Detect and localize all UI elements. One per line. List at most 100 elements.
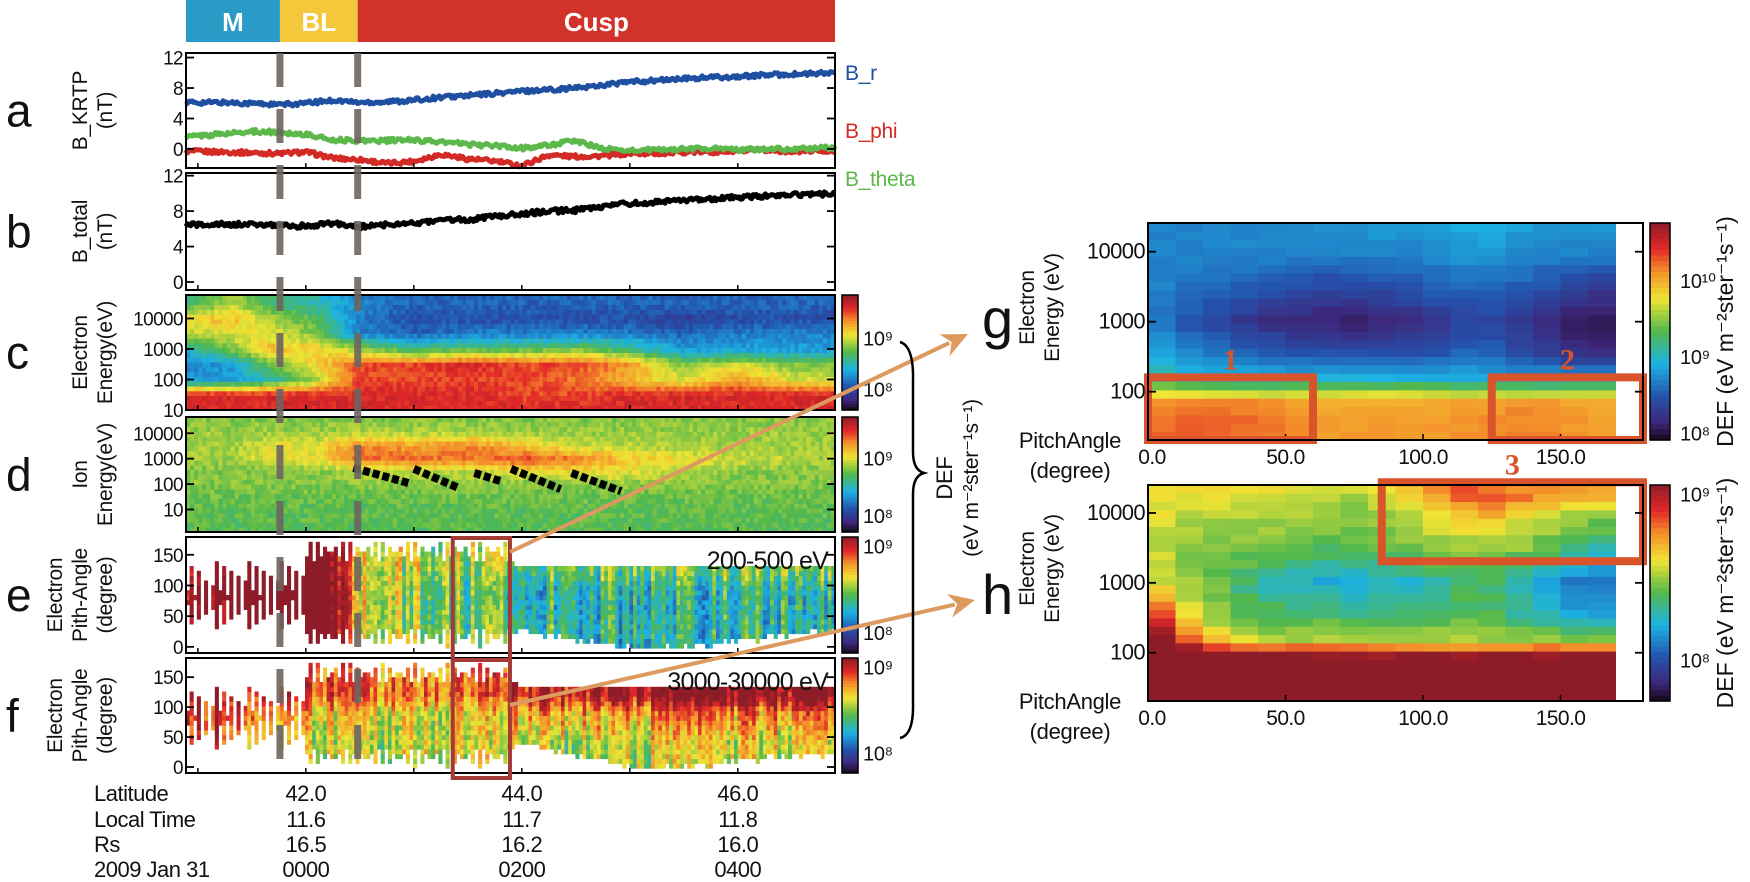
heatmap-cell: [583, 342, 589, 349]
heatmap-cell: [437, 386, 443, 392]
y-tick-label: 100: [153, 370, 183, 391]
heatmap-cell: [628, 352, 633, 358]
heatmap-cell: [474, 309, 479, 315]
heatmap-cell: [218, 517, 223, 523]
heatmap-cell: [648, 362, 653, 368]
heatmap-cell: [680, 347, 686, 353]
heatmap-cell: [388, 362, 394, 368]
heatmap-cell: [315, 522, 321, 528]
heatmap-cell: [538, 395, 544, 401]
heatmap-cell: [713, 314, 718, 320]
heatmap-cell: [465, 381, 471, 387]
heatmap-cell: [315, 512, 321, 519]
heatmap-cell: [786, 352, 791, 358]
heatmap-cell: [749, 309, 755, 315]
heatmap-cell: [684, 376, 690, 382]
heatmap-cell: [230, 464, 236, 471]
heatmap-cell: [222, 333, 228, 339]
heatmap-cell: [461, 323, 467, 330]
heatmap-cell: [567, 371, 572, 377]
heatmap-cell: [315, 527, 321, 533]
heatmap-cell: [806, 333, 812, 339]
heatmap-cell: [502, 362, 507, 368]
heatmap-cell: [250, 474, 256, 480]
heatmap-cell: [786, 323, 791, 330]
heatmap-cell: [218, 498, 223, 504]
heatmap-cell: [198, 417, 203, 423]
heatmap-cell: [616, 352, 621, 358]
heatmap-cell: [234, 357, 240, 363]
heatmap-cell: [543, 400, 548, 406]
heatmap-cell: [749, 366, 755, 373]
heatmap-cell: [295, 445, 301, 452]
heatmap-cell: [283, 512, 288, 519]
heatmap-cell: [206, 323, 211, 330]
heatmap-cell: [242, 488, 248, 495]
heatmap-cell: [680, 299, 686, 306]
heatmap-cell: [421, 328, 426, 334]
heatmap-cell: [684, 295, 690, 301]
heatmap-cell: [709, 400, 714, 406]
heatmap-cell: [810, 328, 816, 334]
heatmap-cell: [494, 333, 499, 339]
heatmap-cell: [356, 323, 361, 330]
heatmap-cell: [323, 395, 329, 401]
heatmap-cell: [567, 357, 572, 363]
heatmap-cell: [705, 309, 710, 315]
heatmap-cell: [672, 386, 678, 392]
heatmap-cell: [360, 304, 365, 310]
heatmap-cell: [676, 376, 682, 382]
heatmap-cell: [490, 366, 495, 373]
heatmap-cell: [311, 503, 317, 509]
colorbar-swatch: [842, 312, 858, 316]
heatmap-cell: [206, 338, 211, 344]
heatmap-cell: [802, 295, 808, 301]
heatmap-cell: [421, 362, 426, 368]
heatmap-cell: [340, 426, 345, 432]
heatmap-cell: [603, 366, 609, 373]
heatmap-cell: [388, 376, 394, 382]
heatmap-cell: [575, 295, 580, 301]
heatmap-cell: [242, 464, 248, 471]
heatmap-cell: [660, 347, 666, 353]
heatmap-cell: [766, 319, 771, 325]
heatmap-cell: [701, 400, 706, 406]
heatmap-cell: [332, 395, 337, 401]
heatmap-cell: [774, 400, 779, 406]
heatmap-cell: [230, 371, 236, 377]
heatmap-cell: [307, 362, 313, 368]
heatmap-cell: [226, 421, 232, 428]
heatmap-cell: [494, 295, 499, 301]
heatmap-cell: [206, 455, 211, 461]
heatmap-cell: [271, 357, 276, 363]
heatmap-cell: [684, 366, 690, 373]
heatmap-cell: [494, 304, 499, 310]
heatmap-cell: [307, 295, 313, 301]
heatmap-cell: [222, 342, 228, 349]
heatmap-cell: [230, 309, 236, 315]
heatmap-cell: [380, 323, 386, 330]
heatmap-cell: [567, 295, 572, 301]
heatmap-cell: [672, 333, 678, 339]
heatmap-cell: [478, 338, 483, 344]
heatmap-cell: [753, 323, 759, 330]
heatmap-cell: [206, 376, 211, 382]
heatmap-cell: [291, 342, 297, 349]
heatmap-cell: [283, 498, 288, 504]
heatmap-cell: [559, 371, 564, 377]
heatmap-cell: [636, 333, 641, 339]
colorbar-swatch: [842, 297, 858, 302]
heatmap-cell: [814, 362, 820, 368]
heatmap-cell: [194, 522, 199, 528]
heatmap-cell: [522, 342, 528, 349]
heatmap-cell: [753, 347, 759, 353]
heatmap-cell: [571, 366, 576, 373]
heatmap-cell: [664, 309, 670, 315]
y-tick-label: 12: [163, 167, 183, 188]
heatmap-cell: [263, 333, 268, 339]
heatmap-cell: [328, 512, 333, 519]
heatmap-cell: [263, 484, 268, 490]
heatmap-cell: [388, 338, 394, 344]
heatmap-cell: [660, 295, 666, 301]
